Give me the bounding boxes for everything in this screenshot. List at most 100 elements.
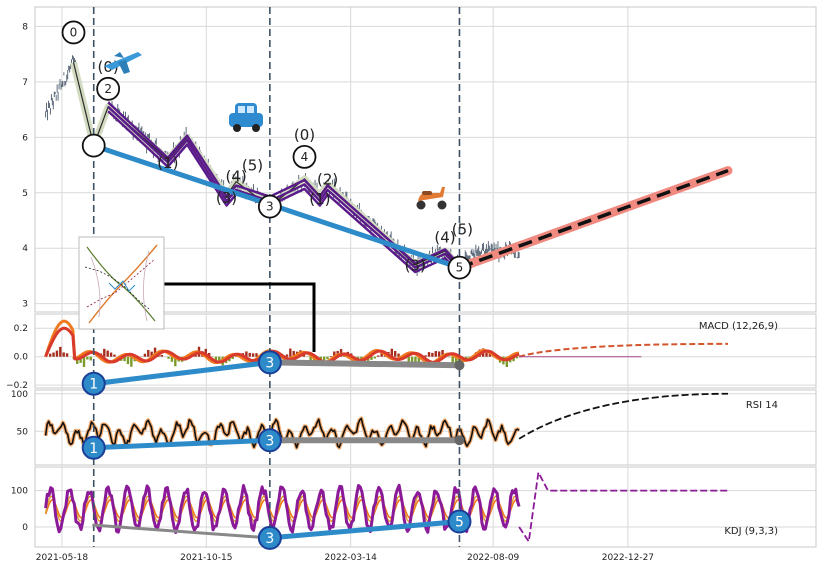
y-tick-label: 0.2 <box>14 324 28 334</box>
forecast-line <box>458 168 729 270</box>
macd-histogram-bar <box>251 353 255 357</box>
wave-above-label: (0) <box>294 126 315 144</box>
x-tick-label: 2022-12-27 <box>602 553 654 563</box>
macd-histogram-bar <box>512 356 515 362</box>
macd-histogram-bar <box>167 356 170 359</box>
y-tick-label: 8 <box>22 22 28 32</box>
rsi-divergence-label: 1 <box>89 441 98 457</box>
macd-histogram-bar <box>333 351 336 357</box>
macd-histogram-bar <box>441 349 444 357</box>
thumbnail-inset <box>78 236 165 330</box>
macd-histogram-bar <box>515 356 519 359</box>
rsi-gray-marker <box>454 435 465 446</box>
scooter-icon <box>416 187 447 210</box>
kdj-divergence-circle <box>257 525 282 550</box>
rsi-divergence-label: 3 <box>265 433 274 449</box>
wave-path <box>70 61 463 275</box>
kdj-gray-line <box>92 523 272 540</box>
macd-histogram-bar <box>437 351 441 357</box>
macd-histogram-bar <box>309 356 312 362</box>
kdj-divergence-circle <box>447 509 472 534</box>
wave-circle-label: 3 <box>266 200 274 214</box>
macd-histogram-bar <box>431 352 434 357</box>
macd-histogram-bar <box>390 348 394 357</box>
macd-histogram-bar <box>434 351 437 357</box>
wave-circle-label: 4 <box>301 150 309 164</box>
sub-wave-label: (5) <box>242 157 263 175</box>
macd-divergence-label: 3 <box>265 355 274 371</box>
rsi-series <box>43 416 521 450</box>
macd-histogram-bar <box>488 353 492 357</box>
wave-circle <box>61 20 86 45</box>
macd-histogram-bar <box>150 351 153 357</box>
kdj-divergence-label: 5 <box>455 515 464 531</box>
macd-divergence-label: 1 <box>89 377 98 393</box>
macd-histogram-bar <box>322 356 326 361</box>
sub-wave-line <box>107 105 461 271</box>
macd-histogram-bar <box>160 354 163 357</box>
wave-circle <box>96 76 121 101</box>
rsi-divergence-circle <box>81 435 106 460</box>
macd-histogram-bar <box>62 352 65 357</box>
macd-histogram-bar <box>255 353 258 357</box>
macd-histogram-bar <box>454 356 458 364</box>
panel-frame-rsi <box>34 389 817 466</box>
airplane-icon <box>104 52 142 74</box>
y-tick-label: 7 <box>22 78 28 88</box>
macd-gray-line <box>266 359 463 369</box>
macd-histogram-bar <box>448 356 451 358</box>
macd-histogram-bar <box>289 348 292 357</box>
rsi-divergence-circle <box>257 428 282 453</box>
macd-histogram-bar <box>79 356 82 363</box>
macd-histogram-bar <box>52 352 55 357</box>
car-icon <box>229 103 263 132</box>
sub-wave-label: (1) <box>309 190 330 208</box>
sub-wave-label: (4) <box>226 168 247 186</box>
macd-histogram-bar <box>393 351 397 357</box>
macd-histogram-bar <box>505 356 509 368</box>
sub-wave-line <box>107 110 461 275</box>
macd-divergence-circle <box>257 350 282 375</box>
macd-histogram-bar <box>55 350 59 357</box>
macd-histogram-bar <box>424 355 427 357</box>
x-tick-label: 2021-10-15 <box>180 553 232 563</box>
macd-label: MACD (12,26,9) <box>699 321 778 332</box>
macd-histogram-bar <box>48 353 52 357</box>
kdj-projection-line <box>518 469 728 545</box>
y-tick-label: 0 <box>22 523 28 533</box>
macd-histogram-bar <box>59 346 62 357</box>
macd-histogram-bar <box>417 356 421 363</box>
macd-divergence-line <box>91 359 273 387</box>
macd-histogram-bar <box>147 350 150 357</box>
sub-wave-label: (1) <box>157 154 178 172</box>
macd-histogram-bar <box>235 356 238 357</box>
macd-histogram-bar <box>377 355 380 357</box>
x-tick-label: 2022-03-14 <box>325 553 378 563</box>
y-tick-label: −0.2 <box>6 381 28 391</box>
macd-histogram-bar <box>370 356 373 360</box>
wave-circle <box>292 145 317 169</box>
macd-histogram-bar <box>109 352 113 357</box>
macd-histogram-bar <box>113 354 116 357</box>
macd-gray-marker <box>454 360 465 371</box>
sub-wave-label: (4) <box>434 229 455 247</box>
macd-histogram-bar <box>126 356 130 365</box>
kdj-divergence-label: 3 <box>265 531 274 547</box>
y-tick-label: 6 <box>22 133 28 143</box>
macd-histogram-bar <box>451 356 454 363</box>
rsi-projection-line <box>518 392 729 440</box>
wave-circle <box>257 194 282 219</box>
y-tick-label: 3 <box>22 300 28 310</box>
wave-circle <box>81 133 106 158</box>
macd-histogram-bar <box>380 352 383 357</box>
macd-histogram-bar <box>170 356 174 362</box>
macd-histogram-bar <box>407 356 410 365</box>
macd-histogram-bar <box>153 347 157 357</box>
macd-projection-line <box>518 342 729 358</box>
y-tick-label: 5 <box>22 189 28 199</box>
macd-histogram-bar <box>82 356 86 367</box>
macd-histogram-bar <box>231 356 235 359</box>
panel-frame-price <box>34 6 817 313</box>
macd-histogram-bar <box>427 352 431 357</box>
